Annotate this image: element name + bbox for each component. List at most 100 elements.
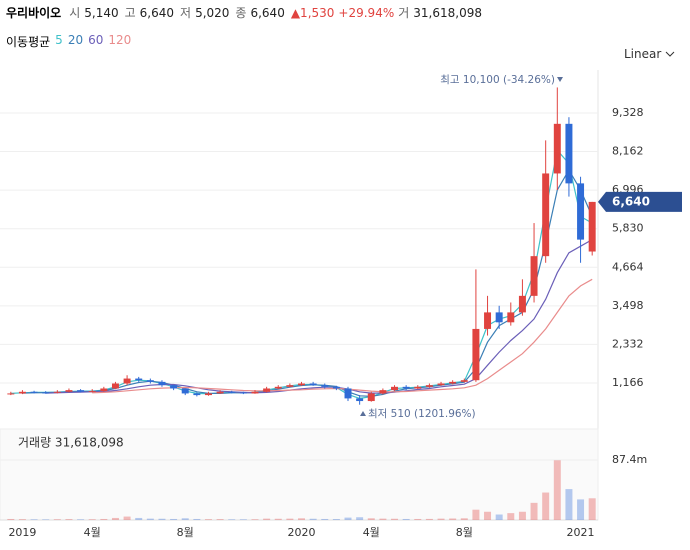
volume-bar xyxy=(216,519,224,520)
y-tick-label: 5,830 xyxy=(612,222,644,235)
volume-bar xyxy=(356,517,364,520)
moving-average-line xyxy=(22,168,593,398)
candle-body xyxy=(228,391,236,393)
volume-bar xyxy=(181,518,189,520)
candle-body xyxy=(111,383,119,389)
candle-body xyxy=(53,391,61,393)
volume-bar xyxy=(425,518,433,520)
volume-bar xyxy=(286,518,294,520)
volume-bar xyxy=(53,519,61,520)
x-tick-label: 2020 xyxy=(288,526,316,539)
price-tag xyxy=(598,191,682,212)
volume-bar xyxy=(518,511,526,520)
volume-bar xyxy=(391,518,399,520)
volume-bar xyxy=(170,518,178,520)
quote-label: 거 xyxy=(398,6,410,20)
volume-bar xyxy=(472,509,480,520)
candle-body xyxy=(449,381,457,384)
quote-value: 6,640 xyxy=(250,6,285,20)
volume-bar xyxy=(321,518,329,520)
candle-body xyxy=(181,388,189,394)
quote-value: 5,140 xyxy=(84,6,119,20)
quote-value: 31,618,098 xyxy=(413,6,482,20)
volume-bar xyxy=(228,519,236,520)
ma-legend[interactable]: 이동평균 5 20 60 120 xyxy=(6,33,131,50)
price-tag-label: 6,640 xyxy=(612,194,650,208)
candle-body xyxy=(565,123,573,184)
ma-legend-entry: 5 xyxy=(55,33,63,47)
volume-bar xyxy=(507,513,515,520)
stock-name: 우리바이오 xyxy=(6,6,62,20)
volume-bar xyxy=(100,518,108,520)
volume-bar xyxy=(42,519,50,520)
volume-bar xyxy=(344,517,352,520)
volume-bar xyxy=(158,518,166,520)
volume-bar xyxy=(437,518,445,520)
volume-bar xyxy=(239,519,247,520)
quote-label: 종 xyxy=(235,6,247,20)
volume-bar xyxy=(402,518,410,520)
candle-body xyxy=(344,388,352,399)
quote-label: 시 xyxy=(69,6,81,20)
x-tick-label: 8월 xyxy=(456,526,473,539)
volume-bar xyxy=(123,516,131,520)
candle-body xyxy=(216,391,224,394)
y-tick-label: 2,332 xyxy=(612,337,644,350)
volume-bar xyxy=(274,518,282,520)
candle-body xyxy=(414,386,422,389)
candle-body xyxy=(123,378,131,384)
moving-average-line xyxy=(10,148,593,400)
candle-body xyxy=(263,388,271,392)
high-marker xyxy=(557,77,563,82)
volume-bar xyxy=(204,519,212,520)
volume-bar xyxy=(530,502,538,520)
quote-label: 저 xyxy=(180,6,192,20)
volume-bar xyxy=(146,518,154,520)
volume-bar xyxy=(495,514,503,520)
ma-legend-entry: 120 xyxy=(108,33,132,47)
volume-bar xyxy=(135,517,143,520)
volume-bar xyxy=(484,511,492,520)
volume-tick-label: 87.4m xyxy=(612,453,647,466)
candle-body xyxy=(18,391,26,394)
candle-body xyxy=(135,378,143,381)
candle-body xyxy=(274,386,282,389)
candle-body xyxy=(437,383,445,386)
candle-body xyxy=(100,388,108,392)
candle-body xyxy=(356,398,364,402)
volume-bar xyxy=(193,518,201,520)
candle-body xyxy=(553,123,561,174)
candle-body xyxy=(298,383,305,386)
volume-bar xyxy=(460,518,468,520)
quote-value: 6,640 xyxy=(139,6,175,20)
ma-legend-entry: 60 xyxy=(88,33,104,47)
volume-bar xyxy=(565,489,573,520)
x-tick-label: 2021 xyxy=(567,526,595,539)
candle-body xyxy=(193,393,201,396)
volume-bar xyxy=(588,498,596,520)
high-annotation: 최고 10,100 (-34.26%) xyxy=(440,74,555,86)
candle-body xyxy=(402,386,410,389)
volume-bar xyxy=(88,519,96,520)
candle-body xyxy=(77,390,85,392)
candle-body xyxy=(484,312,492,329)
candle-body xyxy=(321,385,329,387)
scale-selector[interactable]: Linear xyxy=(624,47,675,61)
candle-body xyxy=(332,386,340,389)
x-tick-label: 4월 xyxy=(363,526,380,539)
volume-bar xyxy=(577,499,585,520)
ma-title: 이동평균 xyxy=(6,35,51,49)
scale-label: Linear xyxy=(624,47,662,61)
y-tick-label: 9,328 xyxy=(612,106,644,119)
candle-body xyxy=(88,391,96,393)
volume-bar xyxy=(542,492,550,520)
candle-body xyxy=(158,381,166,386)
y-tick-label: 1,166 xyxy=(612,376,644,389)
x-tick-label: 8월 xyxy=(177,526,194,539)
volume-bar xyxy=(18,519,26,520)
candle-body xyxy=(65,390,73,392)
candle-body xyxy=(507,312,515,323)
x-tick-label: 2019 xyxy=(8,526,36,539)
volume-bar xyxy=(332,519,340,520)
